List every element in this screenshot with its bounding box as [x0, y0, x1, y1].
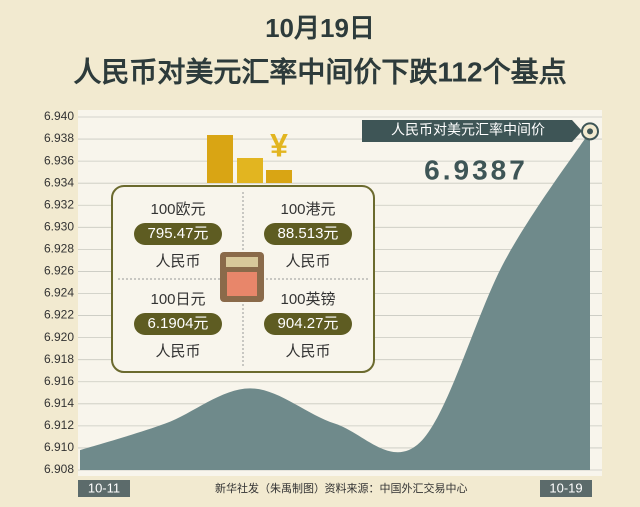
y-tick-label: 6.918: [44, 352, 74, 366]
inset-rate: 88.513元: [278, 225, 339, 242]
y-tick-label: 6.922: [44, 308, 74, 322]
inset-pill: [264, 223, 352, 245]
y-tick-label: 6.924: [44, 286, 74, 300]
y-tick-label: 6.912: [44, 418, 74, 432]
inset-unit: 人民币: [285, 343, 330, 360]
y-tick-label: 6.916: [44, 374, 74, 388]
y-tick-label: 6.936: [44, 153, 74, 167]
y-tick-label: 6.926: [44, 264, 74, 278]
inset-unit: 人民币: [155, 343, 200, 360]
inset-pill: [134, 313, 222, 335]
x-tick-label: 10-11: [88, 480, 120, 495]
inset-amount: 100日元: [150, 291, 205, 308]
y-tick-label: 6.908: [44, 462, 74, 476]
chart-subtitle: 人民币对美元汇率中间价下跌112个基点: [73, 55, 566, 87]
inset-rate: 6.1904元: [148, 315, 209, 332]
y-tick-label: 6.928: [44, 242, 74, 256]
inset-pill: [264, 313, 352, 335]
area: [80, 131, 590, 470]
y-tick-label: 6.914: [44, 396, 74, 410]
svg-text:¥: ¥: [270, 127, 288, 163]
inset-pill: [134, 223, 222, 245]
y-tick-label: 6.932: [44, 197, 74, 211]
callout-box: [362, 120, 582, 142]
last-point-dot: [587, 128, 593, 135]
y-tick-label: 6.938: [44, 131, 74, 145]
y-tick-label: 6.934: [44, 175, 74, 189]
inset-amount: 100欧元: [150, 201, 205, 218]
inset-amount: 100港元: [280, 201, 335, 218]
y-tick-label: 6.940: [44, 109, 74, 123]
x-tick-box: [78, 480, 130, 497]
x-tick-box: [540, 480, 592, 497]
y-tick-label: 6.930: [44, 219, 74, 233]
chart-title: 10月19日: [265, 13, 375, 43]
coins-icon: ¥: [207, 127, 292, 183]
inset-rate: 904.27元: [278, 315, 339, 332]
source: 资料来源：中国外汇交易中心: [325, 481, 468, 495]
inset-unit: 人民币: [155, 253, 200, 270]
y-tick-label: 6.920: [44, 330, 74, 344]
legend-label: 人民币对美元汇率中间价: [391, 122, 545, 138]
calculator-icon: [220, 252, 264, 302]
value-label: 6.9387: [424, 154, 528, 185]
inset-unit: 人民币: [285, 253, 330, 270]
credit: 新华社发（朱禹制图）: [215, 481, 325, 495]
inset-amount: 100英镑: [280, 290, 335, 308]
x-tick-label: 10-19: [549, 480, 582, 495]
y-tick-label: 6.910: [44, 440, 74, 454]
inset-rate: 795.47元: [148, 225, 209, 242]
